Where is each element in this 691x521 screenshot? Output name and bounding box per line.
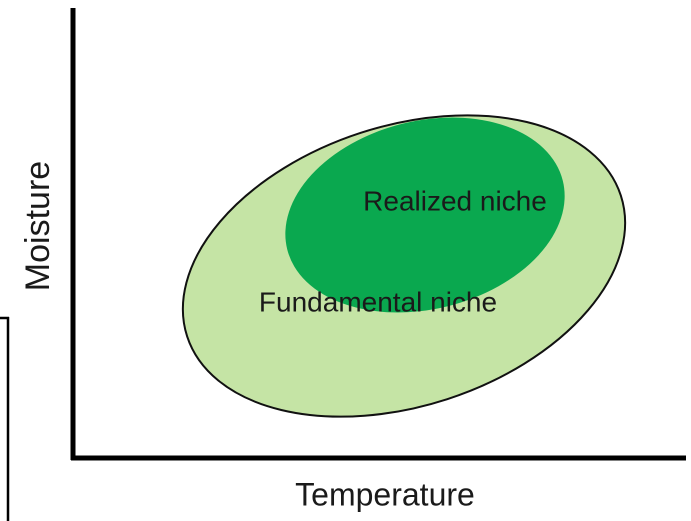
y-axis-label: Moisture <box>19 161 57 291</box>
realized-niche-label: Realized niche <box>363 185 547 216</box>
left-bracket <box>0 316 10 521</box>
x-axis-label: Temperature <box>295 476 475 512</box>
realized-niche-ellipse <box>285 117 565 313</box>
fundamental-niche-label: Fundamental niche <box>259 286 497 317</box>
